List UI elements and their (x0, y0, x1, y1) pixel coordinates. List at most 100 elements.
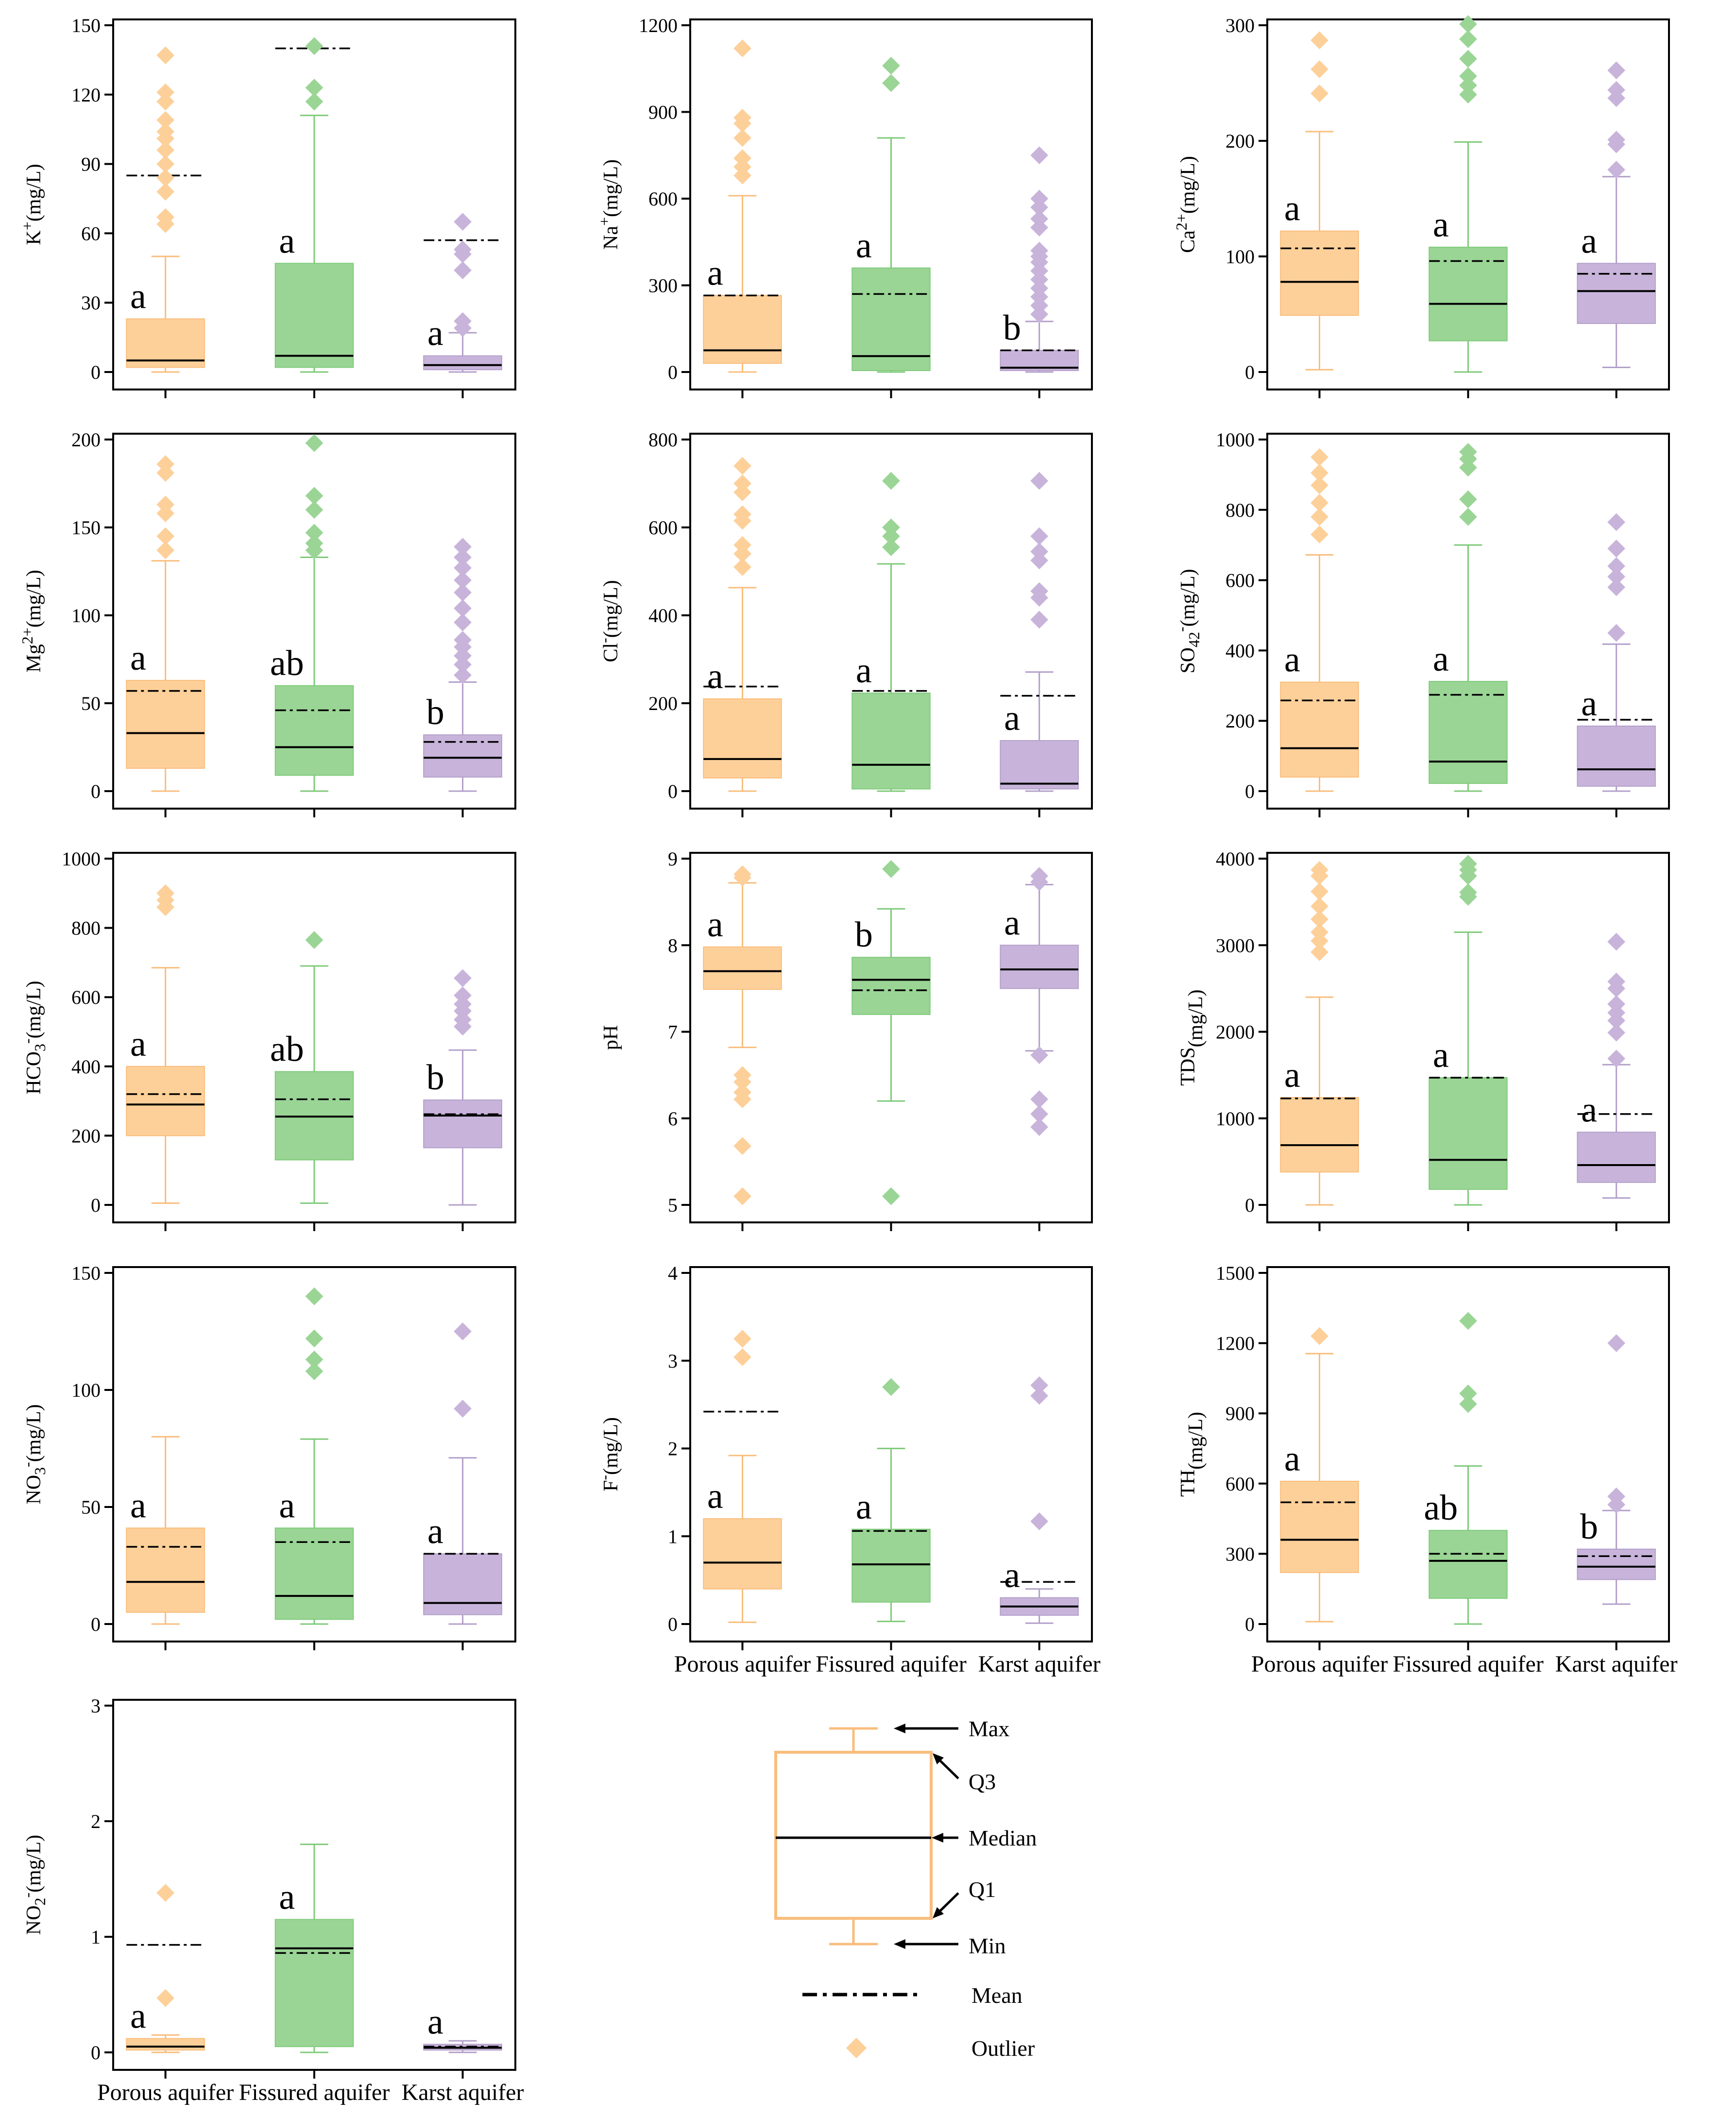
significance-letter: a (279, 1877, 295, 1917)
outlier-marker (1311, 60, 1328, 78)
outlier-marker (454, 599, 472, 617)
legend-box (774, 1751, 933, 1920)
y-tick-label: 3 (91, 1695, 101, 1717)
series-karst-aquifer: b (1000, 146, 1079, 373)
y-tick-label: 600 (648, 517, 678, 539)
outlier-marker (1459, 883, 1477, 901)
series-fissured-aquifer: a (274, 1287, 354, 1625)
series-porous-aquifer: a (1280, 1327, 1359, 1623)
series-karst-aquifer: a (1000, 1376, 1079, 1624)
outlier-marker (305, 37, 323, 55)
y-tick-label: 60 (81, 222, 101, 244)
outlier-marker (1459, 855, 1477, 873)
series-karst-aquifer: b (423, 538, 502, 792)
y-tick-label: 0 (91, 1194, 101, 1216)
panel-6: 0 200 400 600 800 1000 SO42-(mg/L) a a a (1173, 429, 1670, 817)
series-porous-aquifer: a (1280, 448, 1359, 792)
iqr-box (1280, 1097, 1359, 1173)
y-tick-label: 0 (668, 780, 678, 802)
panel-5: 0 200 400 600 800 Cl-(mg/L) a a a (596, 429, 1093, 817)
y-tick-label: 1000 (1216, 429, 1255, 451)
outlier-marker (1459, 30, 1477, 48)
series-fissured-aquifer: ab (1424, 1312, 1508, 1625)
outlier-marker (305, 524, 323, 542)
y-tick-label: 200 (1225, 710, 1255, 732)
significance-letter: a (1433, 639, 1449, 679)
y-tick-label: 900 (1225, 1403, 1255, 1424)
outlier-marker (156, 122, 175, 141)
iqr-box (1429, 246, 1508, 341)
outlier-marker (156, 92, 175, 111)
x-tick-label: Fissured aquifer (239, 2080, 390, 2105)
outlier-marker (1030, 1118, 1049, 1136)
outlier-marker (1311, 493, 1328, 512)
iqr-box (1429, 1530, 1508, 1599)
y-tick-label: 0 (1245, 361, 1255, 383)
outlier-marker (156, 183, 175, 201)
iqr-box (1280, 1480, 1359, 1573)
outlier-marker (1607, 131, 1626, 149)
series-karst-aquifer: a (423, 2002, 502, 2053)
iqr-box (1577, 726, 1656, 787)
outlier-marker (733, 1348, 751, 1366)
y-tick-label: 3000 (1216, 934, 1255, 956)
outlier-marker (882, 1187, 900, 1205)
significance-letter: a (279, 1486, 295, 1525)
significance-letter: a (1284, 1439, 1300, 1479)
y-tick-label: 50 (81, 1496, 101, 1518)
significance-letter: b (1003, 308, 1021, 348)
series-porous-aquifer: a (1280, 861, 1359, 1206)
legend-q3-label: Q3 (969, 1769, 996, 1794)
panel-12: 0 300 600 900 1200 1500 TH(mg/L) Porous aquifer… (1177, 1262, 1678, 1677)
outlier-marker (1030, 1376, 1049, 1394)
y-tick-label: 0 (1245, 1194, 1255, 1216)
y-tick-label: 600 (648, 188, 678, 210)
series-fissured-aquifer: a (1429, 855, 1508, 1206)
y-axis-label: Na+(mg/L) (596, 159, 622, 250)
outlier-marker (1459, 1312, 1477, 1330)
series-porous-aquifer: a (126, 46, 205, 373)
series-karst-aquifer: a (1000, 867, 1079, 1136)
outlier-marker (1459, 508, 1477, 526)
y-tick-label: 0 (1245, 780, 1255, 802)
y-tick-label: 600 (1225, 570, 1255, 592)
outlier-marker (156, 495, 175, 514)
panel-8: 5 6 7 8 9 pH a b a (600, 848, 1093, 1231)
x-tick-label: Porous aquifer (97, 2080, 234, 2105)
y-tick-label: 800 (1225, 499, 1255, 521)
series-fissured-aquifer: a (274, 1844, 354, 2053)
outlier-marker (305, 92, 323, 111)
panel-9: 0 1000 2000 3000 4000 TDS(mg/L) a a a (1177, 848, 1670, 1231)
outlier-marker (454, 613, 472, 631)
significance-letter: a (427, 1511, 443, 1551)
outlier-marker (1607, 578, 1626, 596)
iqr-box (851, 1528, 931, 1603)
series-porous-aquifer: a (126, 455, 205, 792)
outlier-marker (1607, 1487, 1626, 1506)
panel-11: 0 1 2 3 4 F-(mg/L) Porous aquifer Fissured aqui… (596, 1262, 1101, 1677)
y-tick-label: 800 (648, 429, 678, 451)
y-tick-label: 30 (81, 292, 101, 314)
arrow-min-head (894, 1939, 905, 1949)
iqr-box (1000, 945, 1079, 989)
significance-letter: a (1284, 640, 1300, 680)
legend-max-label: Max (969, 1716, 1009, 1741)
significance-letter: b (426, 693, 444, 732)
legend: Max Q3 Median Q1 Min Mean Outlier (774, 1716, 1037, 2061)
outlier-marker (733, 1187, 751, 1205)
x-tick-label: Karst aquifer (978, 1651, 1101, 1677)
outlier-marker (1607, 624, 1626, 642)
legend-median-label: Median (969, 1826, 1037, 1850)
series-porous-aquifer: a (126, 1884, 205, 2053)
outlier-marker (1607, 557, 1626, 576)
iqr-box (274, 685, 354, 776)
series-porous-aquifer: a (126, 884, 205, 1204)
iqr-box (1577, 1548, 1656, 1580)
y-tick-label: 1200 (1216, 1333, 1255, 1354)
arrow-q3-head (933, 1753, 944, 1764)
outlier-marker (882, 56, 900, 75)
iqr-box (851, 693, 931, 790)
series-fissured-aquifer: a (1429, 15, 1508, 373)
outlier-marker (1311, 882, 1328, 901)
significance-letter: a (856, 651, 872, 691)
